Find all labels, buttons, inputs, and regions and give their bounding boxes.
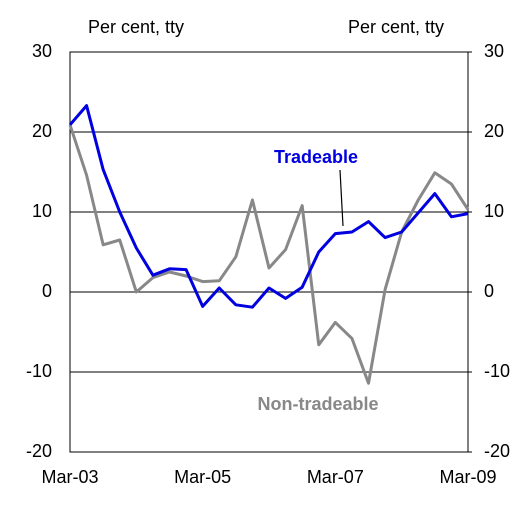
x-tick-label: Mar-09 [439,467,496,487]
y2-tick-label: -10 [484,361,510,381]
y2-tick-label: 30 [484,41,504,61]
y2-tick-label: 0 [484,281,494,301]
y-tick-label: 10 [32,201,52,221]
annotation-leader [339,169,344,227]
y-tick-label: -20 [26,441,52,461]
y2-tick-label: 20 [484,121,504,141]
y2-axis-label: Per cent, tty [348,17,444,37]
series-label: Tradeable [274,147,358,167]
y2-tick-label: 10 [484,201,504,221]
line-series [68,104,469,309]
y2-tick-label: -20 [484,441,510,461]
y-tick-label: 20 [32,121,52,141]
y-tick-label: 0 [42,281,52,301]
y-tick-label: -10 [26,361,52,381]
series-label: Non-tradeable [257,394,378,414]
plot-frame [69,51,469,453]
line-series [68,124,470,385]
x-tick-label: Mar-05 [174,467,231,487]
y-tick-label: 30 [32,41,52,61]
y-axis-label: Per cent, tty [88,17,184,37]
x-tick-label: Mar-03 [41,467,98,487]
x-tick-label: Mar-07 [307,467,364,487]
